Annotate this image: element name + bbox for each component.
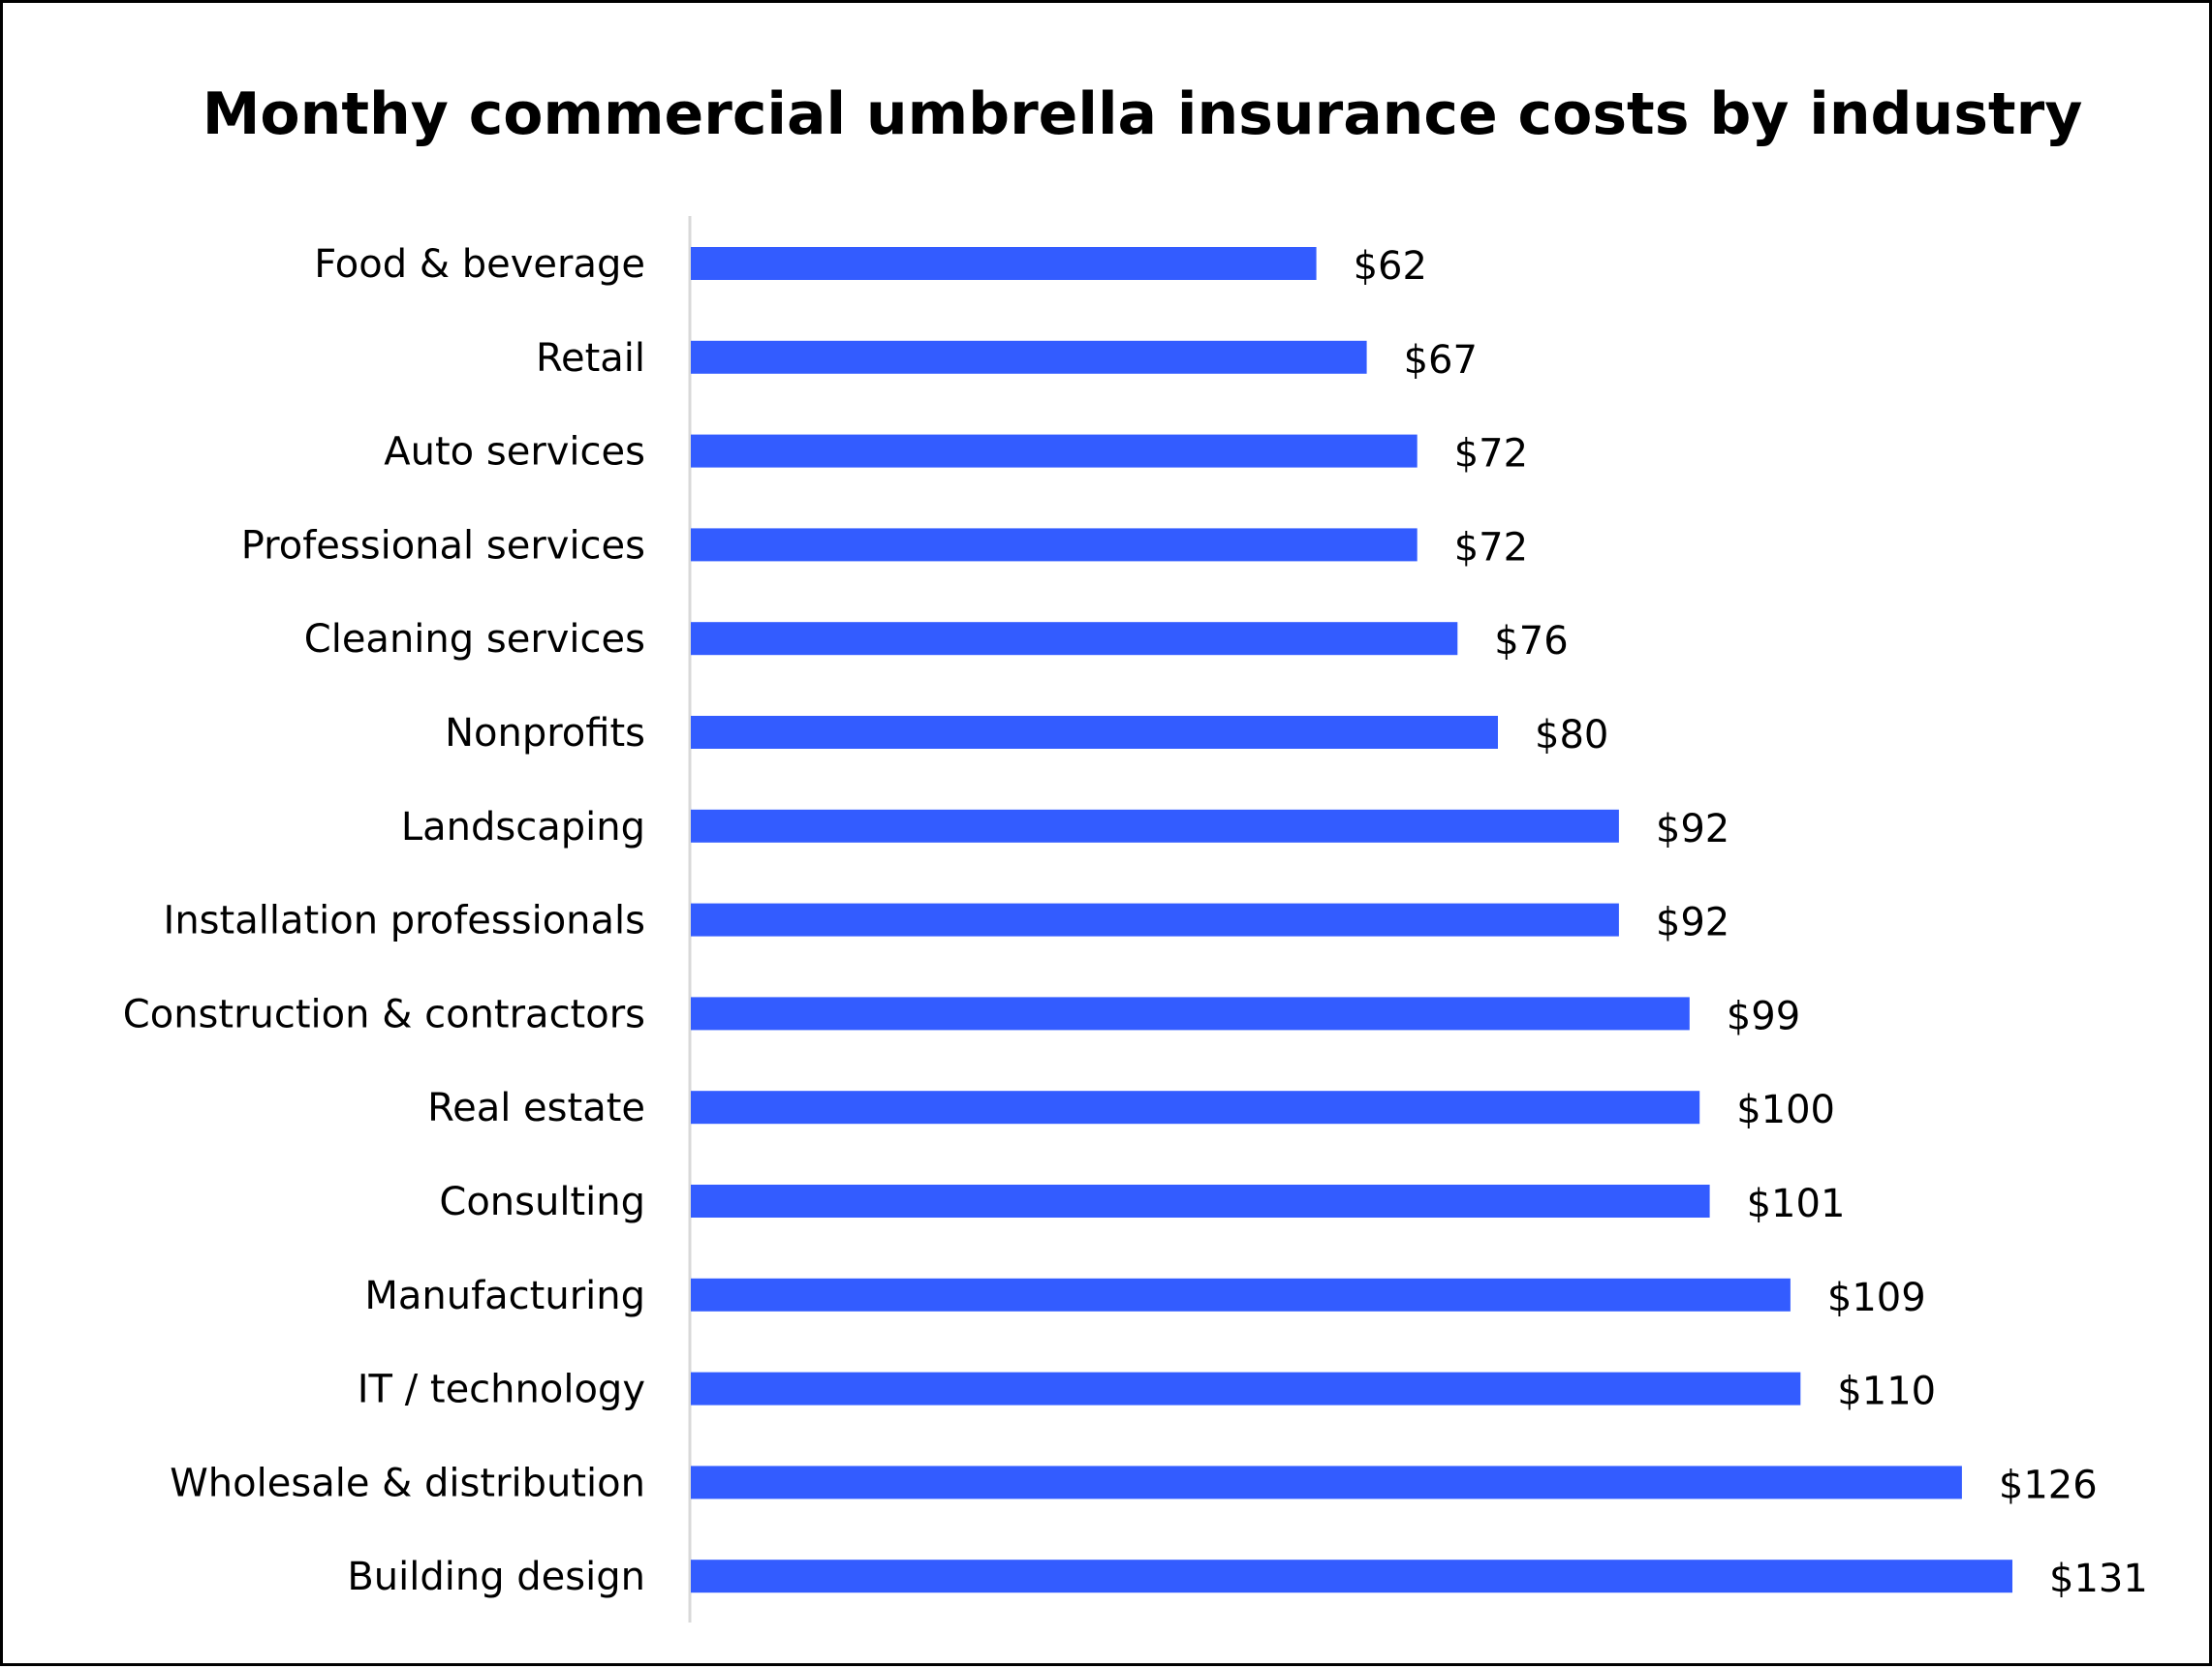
bar <box>691 809 1619 843</box>
category-label: Landscaping <box>401 805 645 850</box>
value-label: $131 <box>2049 1557 2148 1601</box>
bar <box>691 528 1418 562</box>
bar <box>691 434 1418 468</box>
category-label: Real estate <box>427 1086 645 1130</box>
value-label: $80 <box>1535 713 1608 757</box>
category-label: Manufacturing <box>364 1274 645 1318</box>
bar <box>691 1560 2012 1593</box>
category-label: Professional services <box>241 523 645 568</box>
value-label: $62 <box>1354 244 1427 289</box>
bar <box>691 622 1458 656</box>
value-label: $76 <box>1494 619 1568 664</box>
bar <box>691 1278 1791 1312</box>
value-label: $92 <box>1656 807 1729 851</box>
bar <box>691 997 1690 1031</box>
value-label: $100 <box>1736 1088 1835 1132</box>
bar <box>691 716 1498 749</box>
category-label: Auto services <box>384 430 645 475</box>
category-labels-group: Food & beverage Retail Auto services Profes… <box>123 242 645 1599</box>
category-label: IT / technology <box>358 1368 645 1412</box>
category-label: Installation professionals <box>164 899 645 943</box>
value-label: $72 <box>1454 525 1528 570</box>
category-label: Nonprofits <box>445 711 645 756</box>
bar-chart: Monthy commercial umbrella insurance cos… <box>123 80 2148 1623</box>
category-label: Retail <box>536 336 645 381</box>
bar <box>691 903 1619 937</box>
category-label: Construction & contractors <box>123 992 645 1036</box>
chart-title: Monthy commercial umbrella insurance cos… <box>203 80 2083 148</box>
value-label: $109 <box>1827 1276 1926 1320</box>
value-label: $67 <box>1404 338 1478 383</box>
category-label: Cleaning services <box>304 617 645 662</box>
value-label: $126 <box>1999 1463 2098 1507</box>
bars-group <box>691 247 2012 1593</box>
category-label: Wholesale & distribution <box>170 1461 645 1505</box>
category-label: Food & beverage <box>314 242 645 287</box>
bar <box>691 340 1367 374</box>
bar <box>691 1091 1700 1125</box>
category-label: Consulting <box>439 1180 645 1224</box>
bar <box>691 1466 1962 1499</box>
value-label: $110 <box>1837 1370 1936 1414</box>
value-label: $99 <box>1727 994 1800 1038</box>
bar <box>691 1185 1710 1218</box>
value-label: $101 <box>1747 1182 1846 1226</box>
value-label: $92 <box>1656 901 1729 945</box>
category-label: Building design <box>347 1555 645 1599</box>
bar <box>691 247 1317 280</box>
value-label: $72 <box>1454 432 1528 477</box>
bar <box>691 1372 1801 1406</box>
value-labels-group: $62 $67 $72 $72 $76 $80 $92 $92 $99 $100 $101 $109 $… <box>1354 244 2148 1601</box>
